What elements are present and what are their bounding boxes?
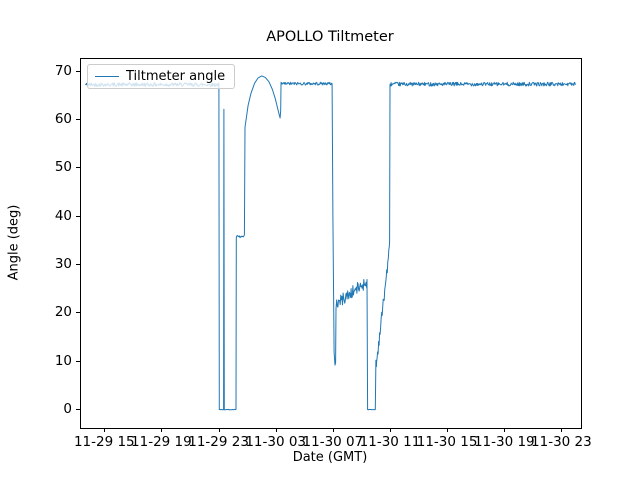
- legend-label: Tiltmeter angle: [126, 69, 226, 84]
- y-tick-label: 10: [54, 352, 72, 369]
- tiltmeter-angle-line: [85, 75, 576, 411]
- x-tick-label: 11-30 07: [302, 434, 364, 450]
- y-tick-label: 50: [54, 159, 72, 176]
- x-tick-mark: [332, 428, 334, 432]
- x-tick-mark: [218, 428, 220, 432]
- y-tick-label: 20: [54, 304, 72, 321]
- x-tick-mark: [390, 428, 391, 432]
- y-axis-label: Angle (deg): [6, 204, 22, 281]
- x-tick-mark: [447, 428, 449, 432]
- x-tick-label: 11-30 15: [416, 434, 478, 450]
- chart-title: APOLLO Tiltmeter: [266, 29, 394, 45]
- x-tick-label: 11-30 23: [531, 434, 592, 450]
- plot-area: Tiltmeter angle: [80, 58, 582, 429]
- x-tick-label: 11-29 23: [188, 434, 249, 450]
- x-tick-label: 11-30 11: [359, 434, 421, 450]
- y-tick-label: 60: [54, 110, 72, 127]
- plot-canvas: [85, 75, 576, 411]
- y-tick-mark: [76, 360, 80, 362]
- y-tick-label: 30: [54, 256, 72, 272]
- x-tick-mark: [104, 428, 106, 432]
- y-tick-mark: [76, 167, 80, 169]
- y-tick-mark: [76, 70, 80, 72]
- y-tick-label: 70: [54, 62, 72, 79]
- x-tick-label: 11-29 15: [73, 434, 135, 450]
- x-tick-mark: [161, 428, 163, 432]
- x-axis-label: Date (GMT): [292, 450, 368, 465]
- legend-line-sample: [95, 76, 119, 77]
- y-tick-label: 40: [54, 207, 72, 224]
- x-tick-label: 11-30 19: [473, 434, 535, 450]
- x-tick-mark: [275, 428, 277, 432]
- legend: Tiltmeter angle: [87, 64, 236, 89]
- y-tick-mark: [76, 215, 80, 217]
- y-tick-mark: [76, 312, 80, 314]
- y-tick-mark: [76, 118, 80, 120]
- y-tick-mark: [76, 264, 80, 265]
- x-tick-mark: [504, 428, 506, 432]
- y-tick-mark: [76, 409, 80, 411]
- x-tick-label: 11-29 19: [131, 434, 192, 450]
- y-tick-label: 0: [63, 401, 72, 418]
- x-tick-mark: [561, 428, 563, 432]
- x-tick-label: 11-30 03: [245, 434, 307, 450]
